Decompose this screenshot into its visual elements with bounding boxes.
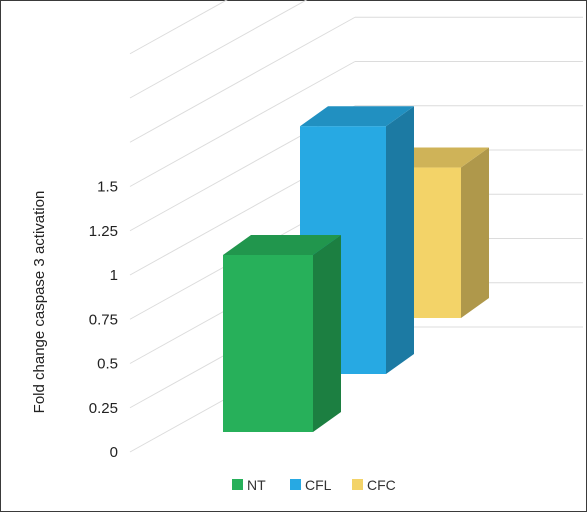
y-tick-label: 0.25	[89, 400, 118, 417]
bar-side-face	[386, 106, 414, 374]
gridline	[129, 16, 356, 143]
legend-swatch	[290, 479, 301, 490]
bar-side-face	[313, 235, 341, 432]
bar-nt	[223, 235, 341, 432]
y-tick-label: 0.75	[89, 311, 118, 328]
y-tick-label: 0	[110, 444, 118, 461]
legend-item-cfl: CFL	[290, 477, 332, 493]
legend-label: CFC	[367, 477, 396, 493]
y-tick-label: 1.5	[97, 179, 118, 196]
y-tick-label: 1.25	[89, 223, 118, 240]
gridline	[129, 0, 228, 55]
y-tick-label: 0.5	[97, 356, 118, 373]
legend-item-cfc: CFC	[352, 477, 396, 493]
bar-front-face	[223, 255, 313, 432]
bar-side-face	[461, 147, 489, 318]
legend-label: CFL	[305, 477, 332, 493]
y-tick-label: 1	[110, 267, 118, 284]
legend-swatch	[352, 479, 363, 490]
gridline	[129, 0, 308, 99]
legend-swatch	[232, 479, 243, 490]
bar-top-face	[223, 235, 341, 255]
legend-item-nt: NT	[232, 477, 266, 493]
gridline	[129, 61, 356, 187]
y-axis-label: Fold change caspase 3 activation	[31, 191, 48, 414]
bar-top-face	[300, 106, 414, 127]
legend-label: NT	[247, 477, 266, 493]
